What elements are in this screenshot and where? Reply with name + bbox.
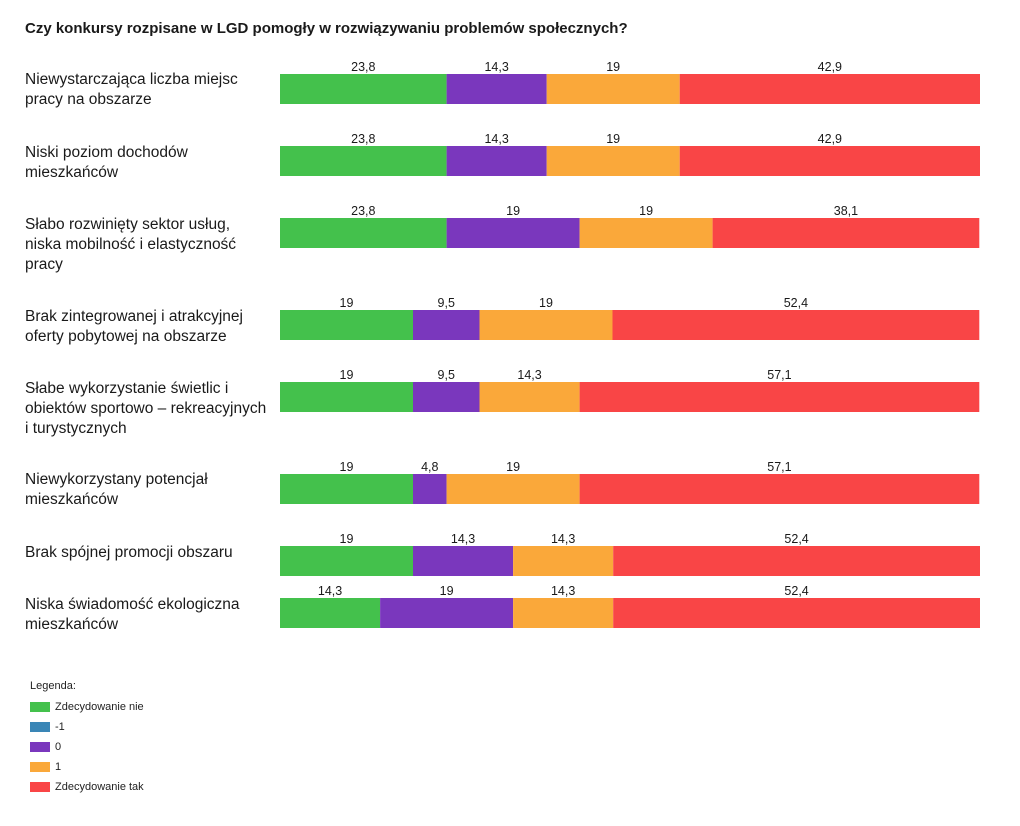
legend-item: 1: [30, 757, 144, 777]
bar-segment: [613, 598, 980, 628]
data-label: 14,3: [551, 584, 575, 598]
data-label: 19: [340, 368, 354, 382]
bar-segment: [612, 310, 980, 340]
category-label: Słabo rozwinięty sektor usług, niska mob…: [25, 216, 237, 273]
legend-label: -1: [55, 721, 65, 733]
data-label: 57,1: [767, 460, 791, 474]
data-label: 14,3: [451, 532, 475, 546]
legend-swatch: [30, 702, 50, 712]
legend-item: Zdecydowanie nie: [30, 697, 144, 717]
data-label: 23,8: [351, 60, 375, 74]
category-label: Niewykorzystany potencjał mieszkańców: [25, 471, 208, 508]
bar-segment: [280, 74, 447, 104]
data-label: 14,3: [484, 60, 508, 74]
bar-segment: [280, 598, 381, 628]
category-label: Niska świadomość ekologiczna mieszkańców: [25, 596, 240, 633]
data-label: 19: [440, 584, 454, 598]
bar-segment: [280, 310, 413, 340]
bar-segment: [579, 474, 980, 504]
bar-segment: [579, 382, 980, 412]
data-label: 52,4: [784, 532, 808, 546]
legend-swatch: [30, 762, 50, 772]
bar-segment: [513, 546, 614, 576]
chart-title: Czy konkursy rozpisane w LGD pomogły w r…: [25, 20, 628, 37]
category-label: Słabe wykorzystanie świetlic i obiektów …: [25, 380, 267, 437]
legend-swatch: [30, 782, 50, 792]
bar-segment: [513, 598, 614, 628]
data-label: 19: [340, 532, 354, 546]
data-label: 9,5: [438, 296, 455, 310]
data-label: 19: [506, 460, 520, 474]
legend-label: Zdecydowanie nie: [55, 701, 144, 713]
legend-swatch: [30, 722, 50, 732]
bar-segment: [712, 218, 980, 248]
bar-segment: [413, 474, 447, 504]
category-label: Niski poziom dochodów mieszkańców: [25, 144, 188, 181]
data-label: 42,9: [818, 132, 842, 146]
data-label: 19: [340, 460, 354, 474]
bar-segment: [613, 546, 980, 576]
bar-segment: [679, 74, 980, 104]
bar-segment: [446, 218, 580, 248]
legend-item: 0: [30, 737, 144, 757]
data-label: 52,4: [784, 584, 808, 598]
data-label: 19: [506, 204, 520, 218]
category-label: Niewystarczająca liczba miejsc pracy na …: [25, 71, 238, 108]
data-label: 19: [539, 296, 553, 310]
bar-segment: [280, 382, 413, 412]
bar-segment: [446, 74, 547, 104]
data-label: 38,1: [834, 204, 858, 218]
bar-segment: [446, 474, 580, 504]
bar-segment: [413, 382, 480, 412]
bar-segment: [413, 546, 514, 576]
data-label: 4,8: [421, 460, 438, 474]
legend-title: Legenda:: [30, 680, 76, 692]
legend-label: 0: [55, 741, 62, 753]
data-label: 52,4: [784, 296, 808, 310]
bar-segment: [280, 146, 447, 176]
bar-segment: [280, 546, 413, 576]
stacked-bar-chart: 23,8 14,3 19 42,9 23,8 14,3 19 42,9 23,8 19 19 38,1…: [280, 60, 980, 628]
legend: Legenda: Zdecydowanie nie -1 0 1 Zdecydowani…: [30, 680, 144, 797]
data-label: 23,8: [351, 132, 375, 146]
data-label: 19: [606, 60, 620, 74]
bar-segment: [479, 310, 613, 340]
data-label: 14,3: [551, 532, 575, 546]
bar-segment: [546, 74, 680, 104]
bar-segment: [479, 382, 580, 412]
bar-segment: [380, 598, 514, 628]
data-label: 14,3: [484, 132, 508, 146]
bar-segment: [579, 218, 713, 248]
bar-segment: [546, 146, 680, 176]
bar-segment: [413, 310, 480, 340]
bar-segment: [280, 474, 413, 504]
data-label: 19: [639, 204, 653, 218]
data-label: 23,8: [351, 204, 375, 218]
category-label: Brak zintegrowanej i atrakcyjnej oferty …: [25, 308, 243, 345]
legend-item: -1: [30, 717, 144, 737]
bar-segment: [280, 218, 447, 248]
data-label: 19: [340, 296, 354, 310]
data-label: 57,1: [767, 368, 791, 382]
legend-label: 1: [55, 761, 62, 773]
legend-item: Zdecydowanie tak: [30, 777, 144, 797]
bar-segment: [446, 146, 547, 176]
bar-segment: [679, 146, 980, 176]
data-label: 14,3: [517, 368, 541, 382]
data-label: 9,5: [438, 368, 455, 382]
data-label: 42,9: [818, 60, 842, 74]
category-label: Brak spójnej promocji obszaru: [25, 544, 233, 561]
legend-label: Zdecydowanie tak: [55, 781, 144, 793]
data-label: 14,3: [318, 584, 342, 598]
legend-swatch: [30, 742, 50, 752]
data-label: 19: [606, 132, 620, 146]
